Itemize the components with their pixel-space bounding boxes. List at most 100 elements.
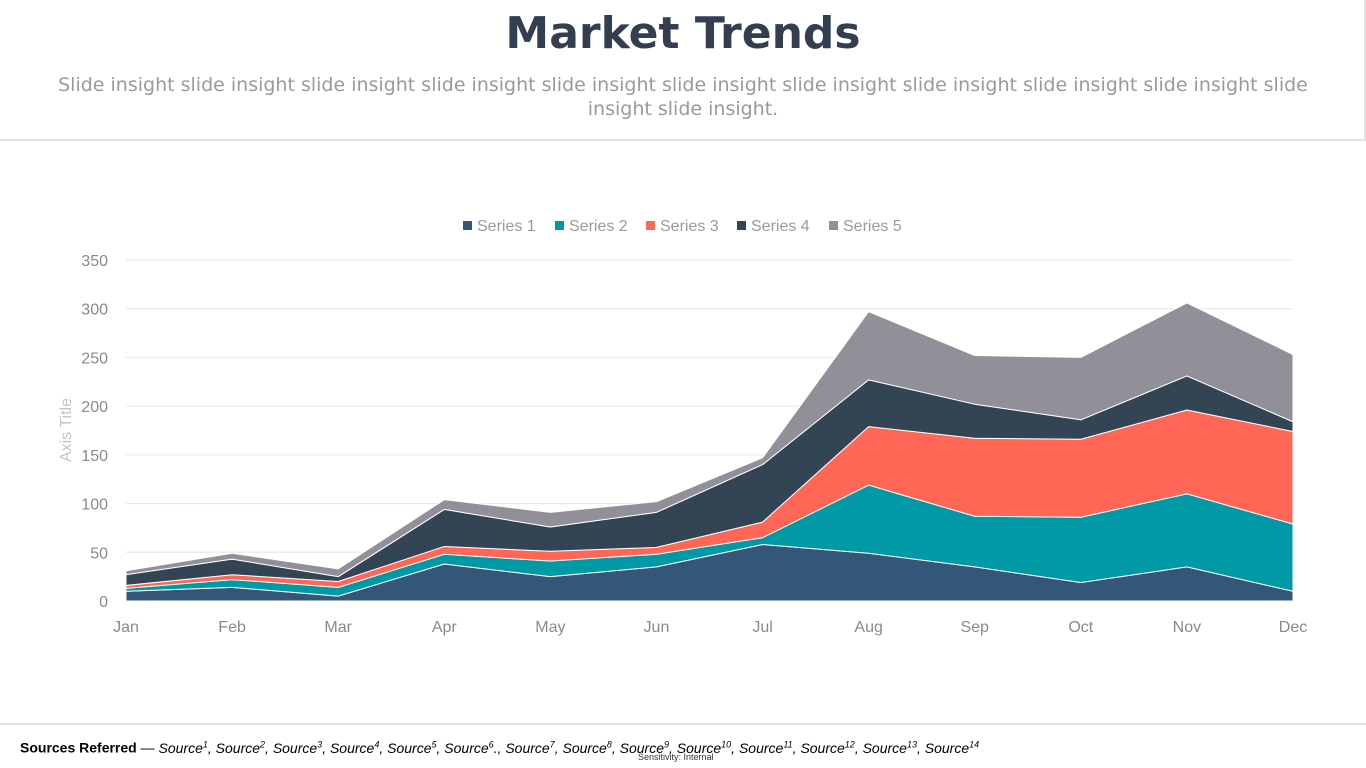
legend-swatch	[555, 221, 564, 230]
x-tick-label: May	[535, 619, 565, 636]
source-ref-text: Source	[800, 739, 845, 756]
x-tick-label: Jan	[113, 619, 139, 636]
source-ref: Source10,	[677, 739, 739, 756]
stacked-area-chart: 0 50 100 150 200 250 300 350 Jan Feb Mar Apr May Jun…	[58, 218, 1307, 636]
source-ref: Source1,	[158, 739, 216, 756]
source-ref-separator: ,	[207, 739, 216, 756]
x-tick-label: Nov	[1173, 619, 1201, 636]
legend-item-series-1: Series 1	[463, 218, 536, 235]
source-ref-separator: ,	[916, 739, 925, 756]
chart-legend: Series 1 Series 2 Series 3 Series 4 Series 5	[463, 218, 902, 235]
y-tick-label: 0	[99, 594, 108, 611]
footer-divider	[0, 723, 1366, 725]
legend-label: Series 5	[843, 218, 902, 235]
y-tick-label: 50	[90, 545, 108, 562]
source-ref-separator: ,	[554, 739, 563, 756]
legend-item-series-5: Series 5	[829, 218, 902, 235]
source-ref-text: Source	[215, 739, 261, 756]
source-ref-text: Source	[862, 739, 907, 756]
x-tick-label: Sep	[960, 619, 989, 636]
source-ref-text: Source	[505, 739, 550, 756]
source-ref: Source11,	[738, 739, 801, 756]
source-ref-separator: ,	[792, 739, 801, 756]
source-ref-separator: .,	[493, 739, 506, 756]
source-ref: Source7,	[505, 739, 563, 756]
source-ref-text: Source	[272, 739, 318, 756]
x-tick-label: Jul	[752, 619, 772, 636]
sources-label: Sources Referred	[20, 739, 137, 756]
sources-separator: —	[136, 739, 159, 756]
source-ref-number: 9	[664, 739, 670, 749]
legend-swatch	[463, 221, 472, 230]
source-ref-text: Source	[444, 739, 489, 756]
source-ref-separator: ,	[436, 739, 445, 756]
y-tick-label: 100	[81, 497, 108, 514]
x-tick-label: Apr	[432, 619, 458, 636]
source-ref-number: 13	[906, 739, 917, 749]
x-axis: Jan Feb Mar Apr May Jun Jul Aug Sep Oct Nov Dec	[113, 619, 1307, 636]
source-ref-separator: ,	[611, 739, 620, 756]
legend-label: Series 1	[477, 218, 536, 235]
x-tick-label: Dec	[1279, 619, 1307, 636]
source-ref-number: 3	[317, 739, 323, 749]
source-ref-number: 4	[374, 739, 380, 749]
source-ref-separator: ,	[265, 739, 273, 756]
source-ref-number: 8	[606, 739, 612, 749]
source-ref-number: 6	[488, 739, 494, 749]
sources-footer: Sources Referred — Source1, Source2, Sou…	[20, 739, 979, 756]
slide-subtitle: Slide insight slide insight slide insigh…	[58, 74, 1308, 120]
legend-swatch	[737, 221, 746, 230]
source-ref-separator: ,	[669, 739, 677, 756]
source-ref-text: Source	[562, 739, 607, 756]
x-tick-label: Oct	[1068, 619, 1093, 636]
source-ref-text: Source	[158, 739, 203, 756]
source-ref-text: Source	[924, 739, 970, 756]
source-ref: Source5,	[387, 739, 445, 756]
chart-series-areas	[125, 302, 1294, 602]
y-tick-label: 300	[81, 302, 108, 319]
legend-label: Series 2	[569, 218, 628, 235]
y-tick-label: 200	[81, 399, 108, 416]
x-tick-label: Mar	[324, 619, 352, 636]
y-axis-title: Axis Title	[58, 398, 75, 462]
source-ref-number: 10	[721, 739, 732, 749]
source-ref-separator: ,	[322, 739, 330, 756]
slide-title: Market Trends	[505, 8, 861, 59]
source-ref: Source9,	[620, 739, 677, 756]
series-5-area	[125, 302, 1294, 578]
legend-item-series-2: Series 2	[555, 218, 628, 235]
legend-swatch	[829, 221, 838, 230]
source-ref: Source2,	[215, 739, 273, 756]
source-ref-number: 2	[260, 739, 266, 749]
y-axis: 0 50 100 150 200 250 300 350	[81, 253, 108, 611]
x-tick-label: Jun	[644, 619, 670, 636]
sensitivity-label: Sensitivity: Internal	[638, 752, 714, 762]
source-ref: Source12,	[800, 739, 863, 756]
source-ref-number: 1	[202, 739, 208, 749]
source-ref-number: 14	[969, 739, 980, 749]
source-ref: Source13,	[862, 739, 925, 756]
source-ref-separator: ,	[379, 739, 388, 756]
source-ref-text: Source	[387, 739, 432, 756]
header-right-border	[1364, 0, 1366, 140]
legend-label: Series 3	[660, 218, 719, 235]
source-ref: Source8,	[562, 739, 620, 756]
legend-swatch	[646, 221, 655, 230]
y-tick-label: 350	[81, 253, 108, 270]
source-ref-separator: ,	[854, 739, 863, 756]
source-ref-separator: ,	[731, 739, 739, 756]
source-ref: Source6.,	[444, 739, 506, 756]
sources-list: Source1, Source2, Source3, Source4, Sour…	[158, 739, 980, 756]
source-ref: Source3,	[272, 739, 330, 756]
source-ref-number: 5	[431, 739, 437, 749]
legend-item-series-4: Series 4	[737, 218, 810, 235]
header-divider	[0, 139, 1366, 141]
legend-label: Series 4	[751, 218, 810, 235]
y-tick-label: 150	[81, 448, 108, 465]
source-ref: Source14	[924, 739, 980, 756]
source-ref-text: Source	[738, 739, 784, 756]
source-ref-number: 12	[844, 739, 855, 749]
source-ref-text: Source	[329, 739, 375, 756]
source-ref-number: 7	[549, 739, 555, 749]
source-ref: Source4,	[329, 739, 388, 756]
